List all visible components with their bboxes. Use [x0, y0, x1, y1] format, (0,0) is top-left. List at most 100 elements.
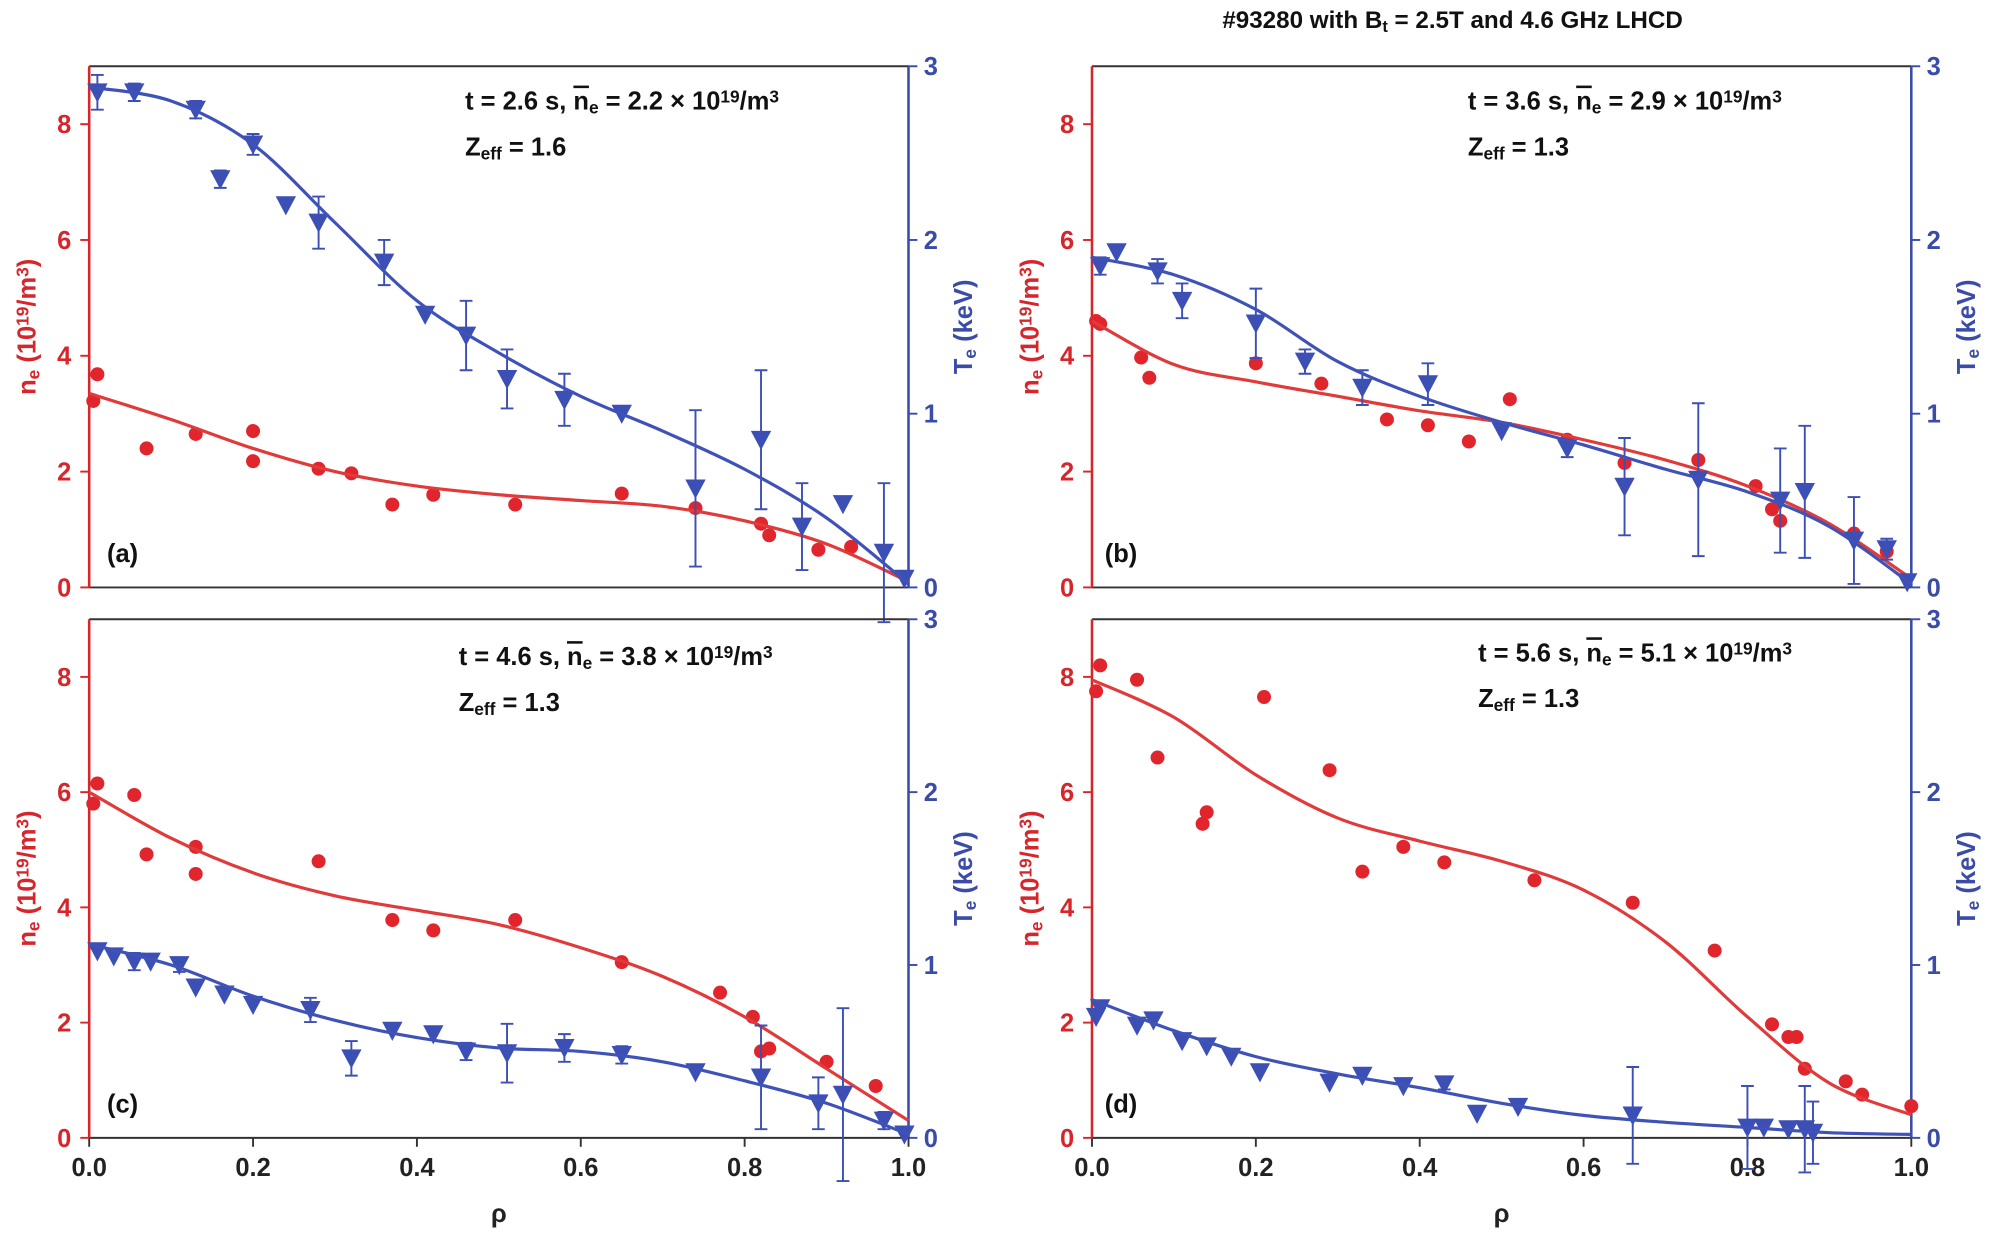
y2-tick-label: 1	[1927, 952, 1941, 980]
data-point	[1707, 943, 1722, 958]
data-point	[214, 985, 235, 1005]
text-part: n	[1016, 931, 1044, 947]
data-point	[868, 1078, 883, 1094]
data-point	[1622, 1106, 1643, 1126]
panel-label: (a)	[107, 540, 138, 568]
text-part: = 1.3	[1515, 685, 1579, 713]
data-point	[1765, 1017, 1780, 1032]
fit-line	[1091, 255, 1913, 586]
data-point	[426, 923, 441, 938]
y-tick-label: 4	[57, 894, 72, 922]
data-point	[86, 796, 101, 811]
annotation: t = 2.6 s, ne = 2.2 × 1019/m3	[465, 87, 779, 118]
data-point	[246, 424, 261, 439]
data-point	[1171, 291, 1193, 311]
y-axis-label: ne (1019/m3)	[1016, 810, 1047, 946]
data-point	[1150, 750, 1165, 765]
data-point	[508, 497, 523, 512]
text-part: n	[14, 931, 42, 947]
y-tick-label: 0	[1060, 574, 1074, 602]
x-tick-label: 0.0	[71, 1154, 106, 1182]
x-axis-label: ρ	[491, 1200, 507, 1228]
y2-axis-label: Te (keV)	[950, 831, 980, 926]
annotation: t = 5.6 s, ne = 5.1 × 1019/m3	[1478, 639, 1792, 670]
data-point	[1625, 895, 1640, 910]
text-part: /m	[1016, 829, 1044, 859]
text-part: 19	[13, 858, 33, 877]
x-tick-label: 1.0	[1894, 1154, 1929, 1182]
text-part: e	[1592, 98, 1602, 118]
data-point	[1614, 477, 1635, 497]
data-point	[426, 487, 441, 502]
y-axis-label: ne (1019/m3)	[13, 259, 44, 395]
text-part: t = 4.6 s,	[459, 643, 567, 671]
chart-title: #93280 with Bt = 2.5T and 4.6 GHz LHCD	[1222, 7, 1683, 36]
data-point	[1434, 1075, 1455, 1095]
x-tick-label: 0.2	[1238, 1154, 1273, 1182]
data-point	[246, 454, 261, 469]
y-tick-label: 8	[1060, 111, 1074, 139]
text-part: = 2.9 × 10	[1601, 88, 1723, 116]
y2-tick-label: 1	[924, 952, 938, 980]
text-part: /m	[1742, 88, 1772, 116]
data-point	[1195, 816, 1210, 831]
text-part: e	[960, 349, 980, 359]
text-part: /m	[14, 277, 42, 307]
data-point	[1838, 1074, 1853, 1089]
y-tick-label: 0	[57, 1125, 71, 1153]
data-point	[1314, 376, 1329, 391]
y-tick-label: 2	[1060, 459, 1074, 487]
text-part: = 1.6	[502, 133, 566, 161]
text-part: = 1.3	[1505, 133, 1569, 161]
data-point	[341, 1049, 362, 1069]
text-part: e	[1963, 349, 1983, 359]
text-part: (10	[14, 878, 42, 922]
data-point	[1352, 378, 1373, 398]
x-tick-label: 0.6	[563, 1154, 598, 1182]
fit-line	[88, 85, 910, 586]
text-part: )	[1016, 810, 1044, 818]
text-part: e	[583, 653, 593, 673]
data-point	[1134, 350, 1149, 365]
text-part: e	[24, 921, 44, 931]
y2-tick-label: 0	[924, 1125, 938, 1153]
data-point	[554, 1039, 575, 1059]
x-tick-label: 1.0	[891, 1154, 926, 1182]
data-point	[1106, 243, 1127, 263]
text-part: n	[14, 379, 42, 395]
data-point	[832, 1085, 854, 1105]
data-point	[1322, 763, 1337, 778]
text-part: = 5.1 × 10	[1612, 639, 1734, 667]
text-part: 19	[720, 87, 739, 107]
y2-tick-label: 2	[924, 227, 938, 255]
data-point	[873, 1111, 895, 1131]
text-part: (10	[14, 326, 42, 370]
text-part: /m	[1753, 639, 1783, 667]
annotation: Zeff = 1.3	[1478, 685, 1579, 715]
y2-tick-label: 3	[924, 606, 938, 634]
fit-line	[1091, 678, 1912, 1117]
data-point	[1093, 658, 1108, 673]
data-point	[1143, 1011, 1164, 1031]
text-part: T	[950, 910, 978, 926]
text-part: (10	[1016, 326, 1044, 370]
text-part: Z	[465, 133, 481, 161]
data-point	[169, 956, 190, 976]
text-part: /m	[733, 643, 763, 671]
annotation: Zeff = 1.6	[465, 133, 566, 163]
text-part: T	[950, 358, 978, 374]
data-point	[139, 847, 154, 862]
y-axis-label: ne (1019/m3)	[1016, 259, 1047, 395]
y-axis-label: ne (1019/m3)	[13, 810, 44, 946]
text-part: = 3.8 × 10	[592, 643, 714, 671]
data-point	[242, 995, 264, 1015]
data-point	[311, 854, 326, 869]
text-part: e	[1027, 921, 1047, 931]
text-part: t = 3.6 s,	[1468, 88, 1576, 116]
data-point	[1437, 855, 1452, 870]
text-part: 3	[1016, 267, 1036, 277]
data-point	[1319, 1073, 1340, 1093]
